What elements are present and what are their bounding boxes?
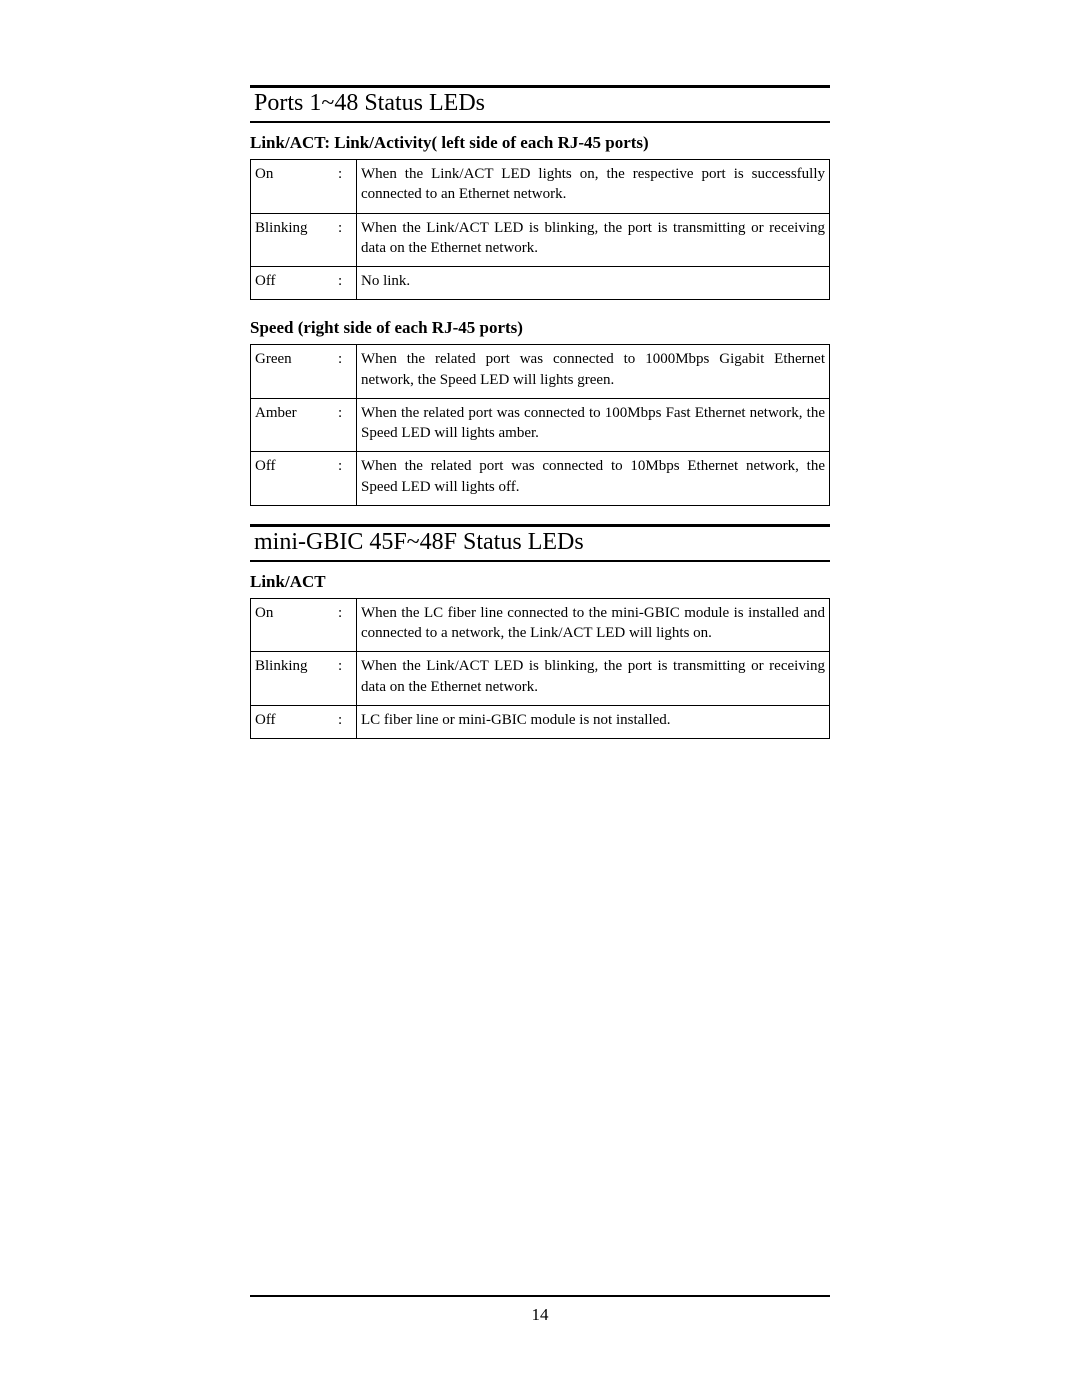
status-label: Blinking (251, 213, 335, 267)
table-row: Off : LC fiber line or mini-GBIC module … (251, 705, 830, 738)
separator: : (334, 213, 357, 267)
table-row: Off : When the related port was connecte… (251, 452, 830, 506)
table-speed-ports: Green : When the related port was connec… (250, 344, 830, 506)
separator: : (334, 267, 357, 300)
separator: : (334, 398, 357, 452)
table-row: Off : No link. (251, 267, 830, 300)
status-label: Amber (251, 398, 335, 452)
separator: : (334, 598, 357, 652)
separator: : (334, 160, 357, 214)
document-page: Ports 1~48 Status LEDs Link/ACT: Link/Ac… (0, 0, 1080, 1397)
page-number: 14 (0, 1305, 1080, 1325)
status-label: On (251, 598, 335, 652)
status-desc: When the Link/ACT LED is blinking, the p… (357, 652, 830, 706)
status-label: Off (251, 267, 335, 300)
status-label: Blinking (251, 652, 335, 706)
separator: : (334, 452, 357, 506)
status-desc: When the related port was connected to 1… (357, 345, 830, 399)
table-linkact-ports: On : When the Link/ACT LED lights on, th… (250, 159, 830, 300)
status-label: Green (251, 345, 335, 399)
status-desc: When the Link/ACT LED is blinking, the p… (357, 213, 830, 267)
footer-rule (250, 1295, 830, 1297)
separator: : (334, 345, 357, 399)
status-desc: When the Link/ACT LED lights on, the res… (357, 160, 830, 214)
status-label: On (251, 160, 335, 214)
status-label: Off (251, 452, 335, 506)
subsection-title-linkact-gbic: Link/ACT (250, 572, 830, 592)
status-desc: When the related port was connected to 1… (357, 452, 830, 506)
separator: : (334, 705, 357, 738)
table-linkact-gbic: On : When the LC fiber line connected to… (250, 598, 830, 739)
table-row: Blinking : When the Link/ACT LED is blin… (251, 652, 830, 706)
status-desc: No link. (357, 267, 830, 300)
table-row: Blinking : When the Link/ACT LED is blin… (251, 213, 830, 267)
status-desc: When the related port was connected to 1… (357, 398, 830, 452)
status-desc: LC fiber line or mini-GBIC module is not… (357, 705, 830, 738)
status-label: Off (251, 705, 335, 738)
separator: : (334, 652, 357, 706)
section-title-1: Ports 1~48 Status LEDs (250, 85, 830, 123)
status-desc: When the LC fiber line connected to the … (357, 598, 830, 652)
subsection-title-speed-ports: Speed (right side of each RJ-45 ports) (250, 318, 830, 338)
table-row: On : When the LC fiber line connected to… (251, 598, 830, 652)
table-row: Amber : When the related port was connec… (251, 398, 830, 452)
table-row: Green : When the related port was connec… (251, 345, 830, 399)
subsection-title-linkact-ports: Link/ACT: Link/Activity( left side of ea… (250, 133, 830, 153)
table-row: On : When the Link/ACT LED lights on, th… (251, 160, 830, 214)
section-title-2: mini-GBIC 45F~48F Status LEDs (250, 524, 830, 562)
